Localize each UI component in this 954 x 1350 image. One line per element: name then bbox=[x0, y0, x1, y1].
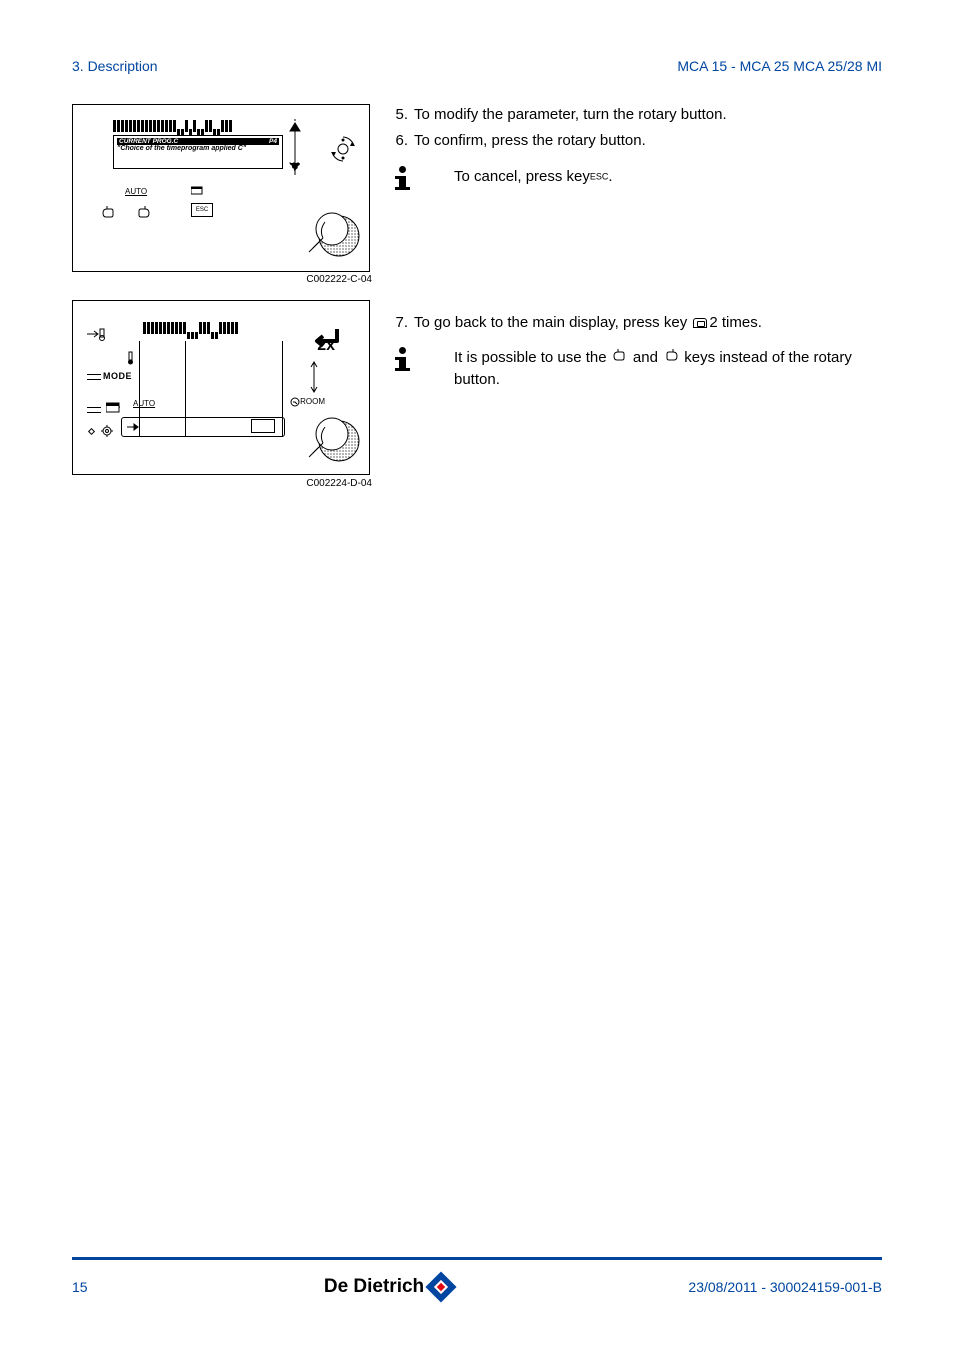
info-icon bbox=[392, 347, 414, 371]
steps-list-2: 7. To go back to the main display, press… bbox=[392, 312, 882, 334]
right-column: 5. To modify the parameter, turn the rot… bbox=[392, 104, 882, 475]
fig2-gear-icon bbox=[101, 425, 113, 440]
step-5: 5. To modify the parameter, turn the rot… bbox=[392, 104, 882, 126]
fig2-key-highlight bbox=[251, 419, 275, 433]
return-key-icon bbox=[693, 318, 707, 328]
page-number: 15 bbox=[72, 1279, 88, 1295]
footer: 15 De Dietrich 23/08/2011 - 300024159-00… bbox=[72, 1276, 882, 1298]
note-text: It is possible to use the and keys inste… bbox=[454, 347, 882, 391]
step-number: 7. bbox=[392, 312, 414, 334]
header-left: 3. Description bbox=[72, 58, 158, 74]
fig2-knob-icon bbox=[303, 405, 361, 468]
step-text: To confirm, press the rotary button. bbox=[414, 130, 646, 152]
step-6: 6. To confirm, press the rotary button. bbox=[392, 130, 882, 152]
fig1-rotary-icon bbox=[329, 133, 357, 170]
fig1-screen-title: CURRENT PROG.C bbox=[119, 138, 178, 145]
hand-right-icon bbox=[663, 347, 679, 369]
fig2-calendar-icon bbox=[87, 401, 120, 416]
figure2-wrap: 2x MODE AUTO ROOM bbox=[72, 300, 372, 475]
step-number: 6. bbox=[392, 130, 414, 152]
note-text: To cancel, press keyESC. bbox=[454, 166, 882, 188]
step-text: To modify the parameter, turn the rotary… bbox=[414, 104, 727, 126]
fig2-auto-label: AUTO bbox=[133, 399, 155, 408]
fig1-screen-p4: P4 bbox=[269, 138, 277, 145]
fig2-diamond-icon bbox=[88, 428, 95, 435]
info-icon bbox=[392, 166, 414, 190]
figure1-label: C002222-C-04 bbox=[306, 274, 372, 285]
brand-logo: De Dietrich bbox=[324, 1276, 452, 1298]
header-right: MCA 15 - MCA 25 MCA 25/28 MI bbox=[677, 58, 882, 74]
fig1-screen: CURRENT PROG.C P4 "Choice of the timepro… bbox=[113, 135, 283, 169]
figure2: 2x MODE AUTO ROOM bbox=[72, 300, 370, 475]
fig2-mode-label: MODE bbox=[87, 371, 132, 381]
figure1: CURRENT PROG.C P4 "Choice of the timepro… bbox=[72, 104, 370, 272]
step-number: 5. bbox=[392, 104, 414, 126]
left-column: CURRENT PROG.C P4 "Choice of the timepro… bbox=[72, 104, 372, 475]
footer-divider bbox=[72, 1257, 882, 1260]
step-7: 7. To go back to the main display, press… bbox=[392, 312, 882, 334]
fig1-calendar-icon bbox=[191, 185, 203, 197]
fig1-knob-icon bbox=[303, 200, 361, 263]
page-header: 3. Description MCA 15 - MCA 25 MCA 25/28… bbox=[72, 58, 882, 74]
step-text: To go back to the main display, press ke… bbox=[414, 312, 762, 334]
fig1-hand-left-icon bbox=[101, 205, 117, 224]
brand-diamond-icon bbox=[426, 1271, 457, 1302]
fig1-screen-text: "Choice of the timeprogram applied C" bbox=[117, 145, 279, 152]
fig1-auto-label: AUTO bbox=[125, 187, 147, 196]
figure2-label: C002224-D-04 bbox=[306, 478, 372, 489]
footer-doc-id: 23/08/2011 - 300024159-001-B bbox=[688, 1279, 882, 1295]
fig2-temp-icon bbox=[87, 327, 109, 344]
note-cancel: To cancel, press keyESC. bbox=[392, 166, 882, 190]
note-rotary-alt: It is possible to use the and keys inste… bbox=[392, 347, 882, 391]
fig1-esc-button: ESC bbox=[191, 203, 213, 217]
fig2-2x-label: 2x bbox=[317, 337, 335, 355]
fig2-arrow-right-icon bbox=[127, 419, 141, 437]
fig1-timebar bbox=[113, 119, 273, 133]
fig2-temp2-icon bbox=[127, 351, 135, 368]
fig2-updown-icon bbox=[309, 359, 319, 400]
fig2-timebar bbox=[143, 321, 273, 335]
hand-left-icon bbox=[612, 347, 628, 369]
content: CURRENT PROG.C P4 "Choice of the timepro… bbox=[72, 104, 882, 475]
spacer bbox=[392, 204, 882, 312]
fig1-hand-right-icon bbox=[135, 205, 151, 224]
fig1-arrow-down-icon bbox=[289, 119, 301, 182]
brand-name: De Dietrich bbox=[324, 1276, 424, 1298]
esc-label: ESC bbox=[590, 171, 609, 181]
steps-list: 5. To modify the parameter, turn the rot… bbox=[392, 104, 882, 152]
figure1-wrap: CURRENT PROG.C P4 "Choice of the timepro… bbox=[72, 104, 372, 272]
page: 3. Description MCA 15 - MCA 25 MCA 25/28… bbox=[0, 0, 954, 1350]
